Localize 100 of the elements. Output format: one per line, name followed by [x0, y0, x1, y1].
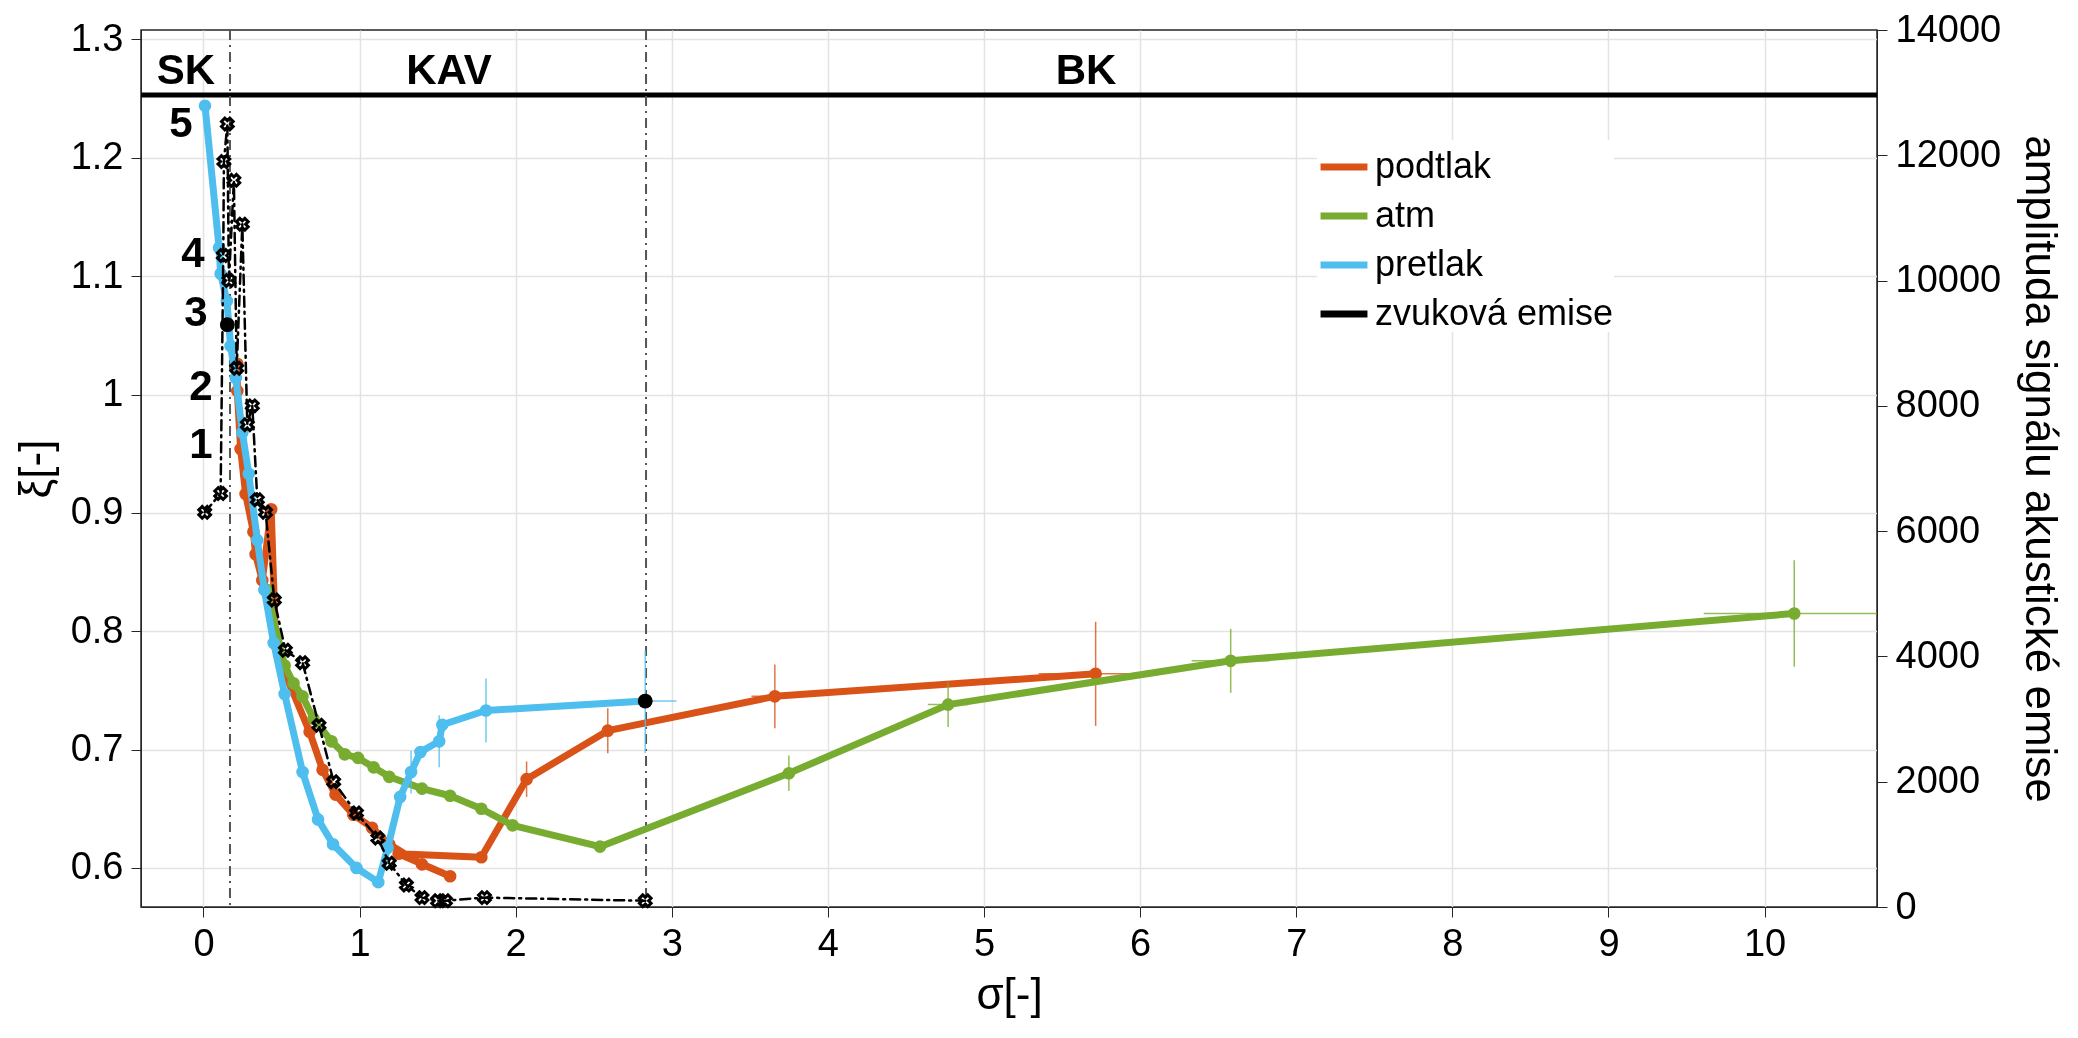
point — [287, 677, 300, 690]
x-tick-label: 0 — [193, 921, 215, 964]
point — [226, 172, 242, 188]
point — [250, 533, 264, 547]
point — [350, 861, 363, 875]
point — [415, 782, 429, 795]
point — [198, 99, 212, 113]
point — [520, 772, 533, 786]
y2-tick-label: 6000 — [1895, 508, 1981, 551]
point — [941, 698, 955, 711]
point — [278, 642, 293, 658]
y2-axis-title: amplituda signálu akustické emise — [2017, 135, 2067, 803]
point — [432, 734, 446, 748]
point — [430, 893, 445, 909]
y2-tick-label: 4000 — [1895, 633, 1981, 676]
point — [601, 724, 615, 737]
point — [404, 765, 418, 779]
point — [443, 869, 457, 883]
point — [438, 893, 453, 909]
x-tick-label: 2 — [505, 921, 527, 964]
point — [475, 802, 488, 816]
point — [382, 770, 396, 784]
annotation: 1 — [189, 420, 213, 467]
point — [475, 850, 488, 864]
annotation: 5 — [169, 99, 193, 146]
legend-label: pretlak — [1375, 243, 1485, 284]
point — [249, 492, 265, 508]
point — [258, 504, 273, 520]
point — [506, 819, 519, 832]
x-tick-label: 1 — [349, 921, 371, 964]
point — [329, 788, 342, 801]
point — [244, 398, 260, 414]
point — [477, 890, 492, 905]
point — [392, 847, 405, 861]
point — [415, 858, 429, 871]
point — [215, 248, 231, 263]
point — [637, 893, 653, 909]
point — [381, 855, 397, 871]
x-tick-label: 4 — [817, 921, 839, 964]
point — [326, 837, 340, 851]
point — [239, 417, 255, 433]
point — [371, 875, 385, 889]
legend-label: podtlak — [1375, 145, 1493, 186]
point — [768, 690, 782, 703]
point — [1787, 607, 1801, 620]
y2-tick-label: 10000 — [1895, 258, 2002, 301]
point — [1089, 667, 1102, 681]
point — [479, 704, 493, 717]
x-tick-label: 3 — [661, 921, 683, 964]
point — [197, 504, 213, 520]
y-tick-label: 1.1 — [70, 253, 124, 296]
y2-tick-label: 2000 — [1895, 759, 1981, 802]
y-tick-label: 1.3 — [70, 16, 124, 59]
point — [367, 761, 380, 774]
point — [782, 766, 796, 780]
legend-label: atm — [1375, 194, 1436, 235]
point — [242, 467, 256, 481]
point — [326, 774, 341, 790]
y2-tick-label: 0 — [1895, 884, 1917, 927]
y-tick-label: 0.6 — [70, 845, 124, 888]
x-tick-label: 10 — [1743, 921, 1787, 964]
point — [224, 339, 237, 353]
point — [311, 813, 325, 826]
point — [296, 690, 309, 703]
point — [316, 763, 329, 777]
annotation: SK — [156, 46, 216, 93]
point — [311, 717, 327, 733]
point — [213, 486, 228, 501]
y-tick-label: 1 — [102, 372, 124, 415]
point — [296, 765, 309, 779]
point — [593, 840, 607, 853]
x-tick-label: 6 — [1130, 921, 1152, 964]
point — [370, 830, 386, 846]
point — [219, 317, 235, 333]
y-tick-label: 0.8 — [70, 608, 124, 651]
x-tick-label: 5 — [973, 921, 996, 964]
point — [295, 655, 310, 671]
point — [278, 687, 291, 701]
annotation: KAV — [406, 46, 492, 93]
point — [266, 592, 282, 608]
point — [435, 718, 449, 732]
point — [393, 790, 407, 804]
point — [414, 745, 427, 759]
legend-label: zvuková emise — [1375, 292, 1614, 333]
point — [219, 116, 235, 132]
x-tick-label: 8 — [1442, 921, 1464, 964]
annotation: BK — [1055, 46, 1117, 93]
point — [216, 154, 232, 169]
y-tick-label: 1.2 — [70, 135, 124, 178]
point — [1224, 654, 1238, 668]
y2-tick-label: 8000 — [1895, 383, 1981, 426]
point — [325, 734, 338, 748]
y2-tick-label: 14000 — [1895, 7, 2002, 50]
point — [234, 216, 250, 232]
point — [221, 273, 237, 288]
y-tick-label: 0.9 — [70, 490, 124, 533]
y-axis-title: ξ[-] — [9, 439, 59, 499]
point — [351, 751, 365, 765]
x-axis-title: σ[-] — [976, 968, 1043, 1018]
x-tick-label: 7 — [1286, 921, 1308, 964]
